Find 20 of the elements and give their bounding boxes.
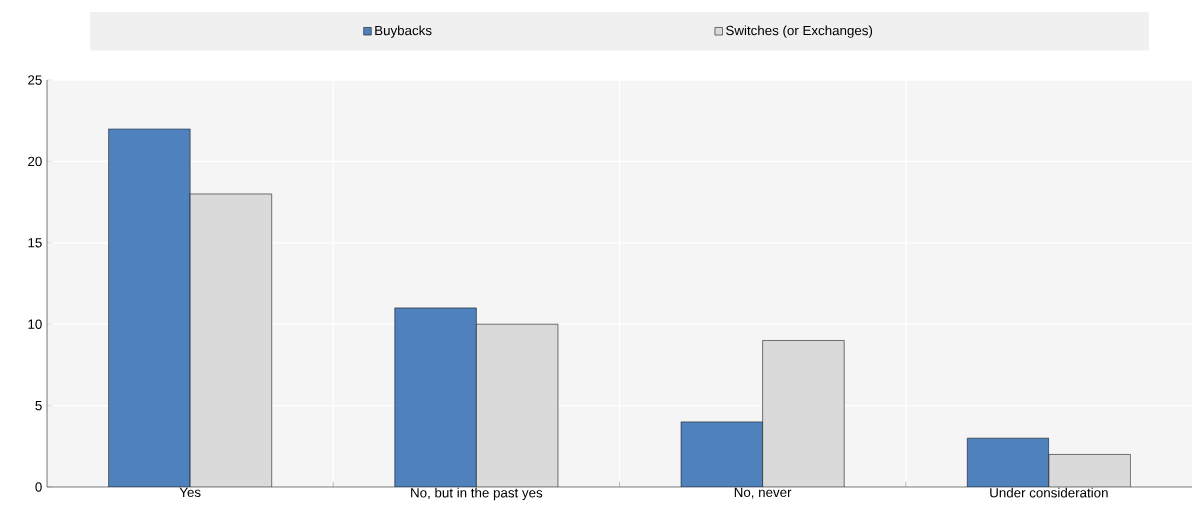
y-tick-label: 0 [35,482,42,492]
x-tick-label: No, never [734,487,792,499]
bar [476,324,558,487]
bar [681,421,763,487]
x-tick-label: Yes [179,487,201,498]
x-tick-label: No, but in the past yes [411,487,543,501]
bar [108,128,191,487]
legend-label: Buybacks [375,25,432,38]
bar [967,437,1050,487]
x-tick-label: Under consideration [990,487,1108,498]
bar [394,307,477,487]
bar [190,193,272,487]
bar [762,340,845,487]
y-tick-label: 10 [28,319,42,329]
legend-label: Switches (or Exchanges) [726,25,873,38]
y-tick-label: 20 [28,156,42,167]
y-tick-label: 25 [28,75,42,85]
y-tick-label: 15 [28,238,42,248]
bar [1048,454,1131,487]
y-tick-label: 5 [35,400,42,411]
